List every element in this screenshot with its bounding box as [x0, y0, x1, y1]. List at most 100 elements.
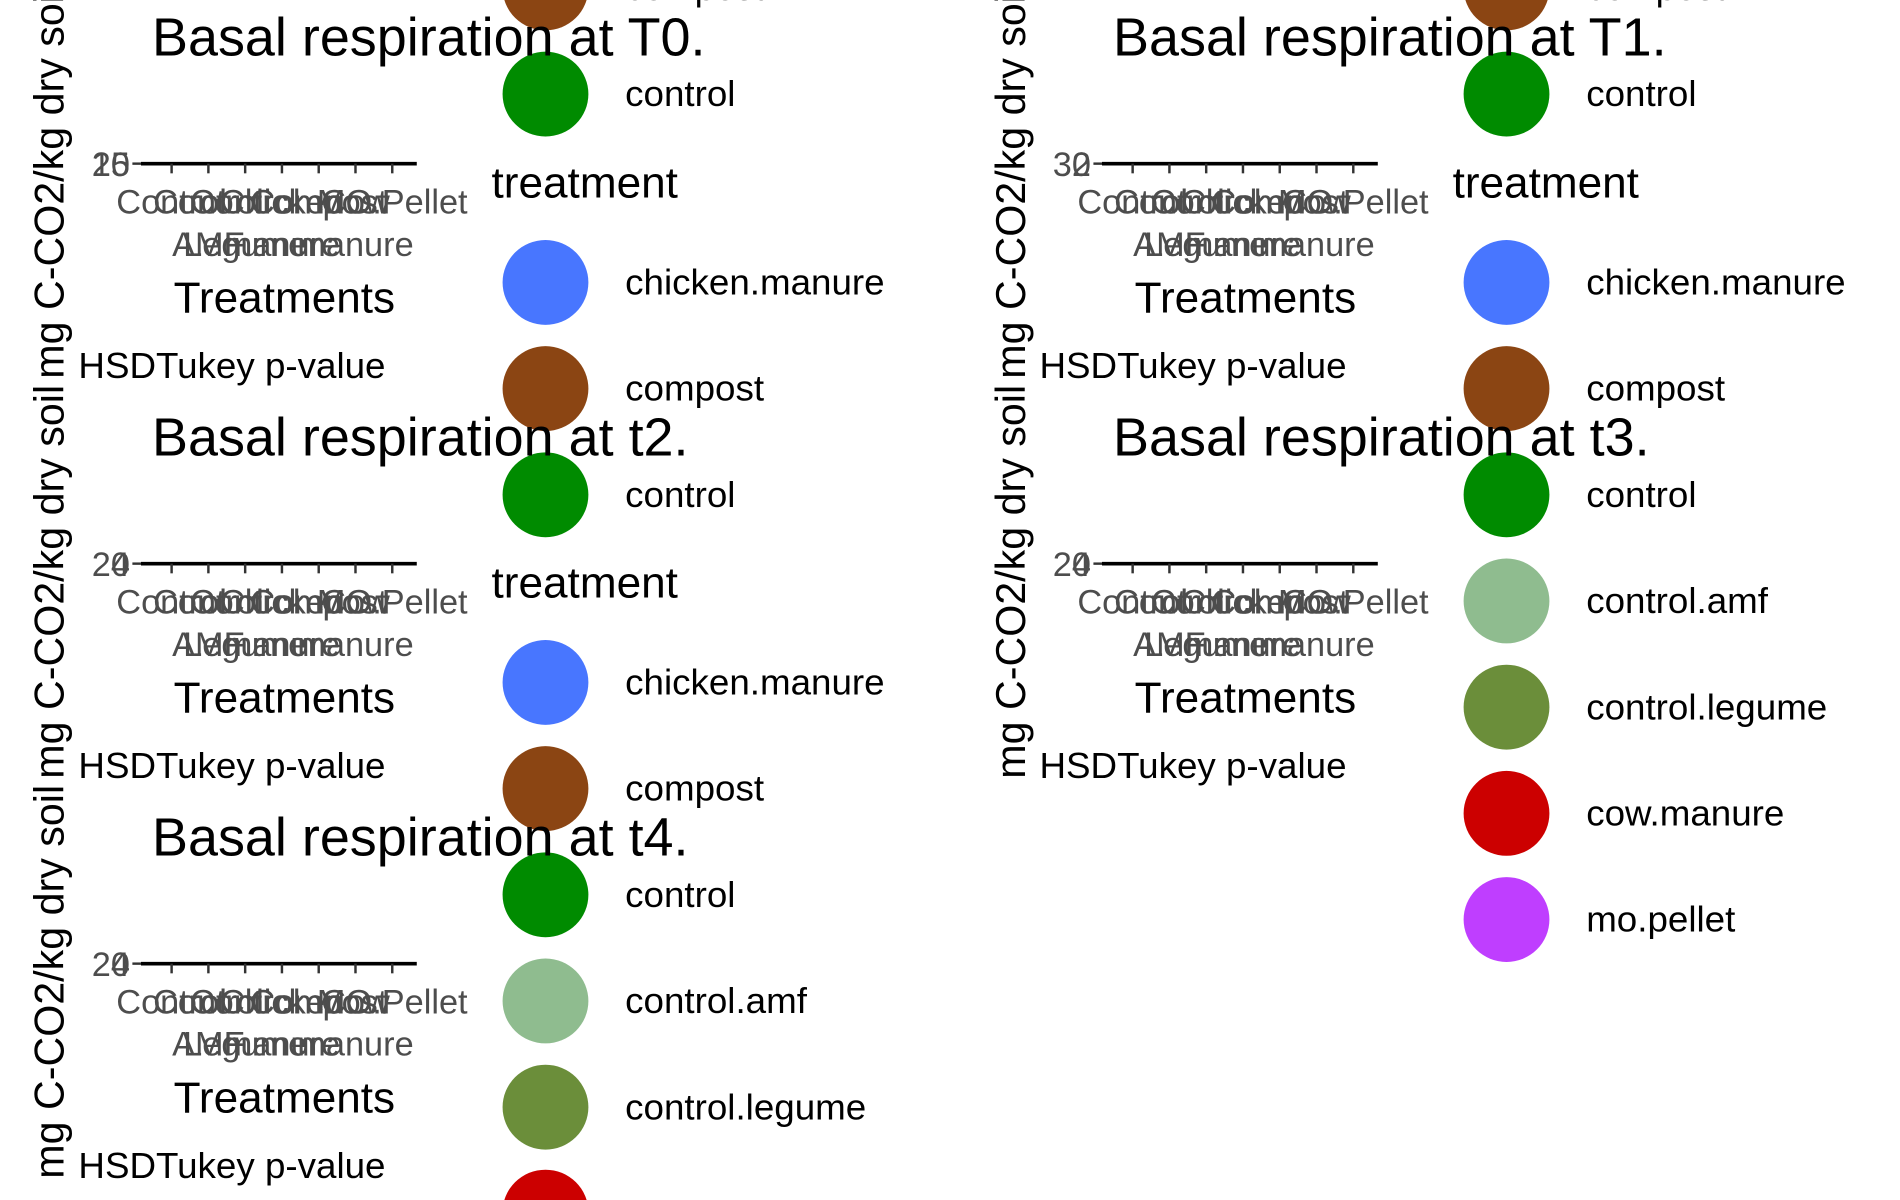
- x-tick-label: Cow: [321, 584, 390, 622]
- legend-label: chicken.manure: [1586, 262, 1845, 303]
- x-tick-label: Chicken: [220, 584, 344, 622]
- x-tick-label: AMF: [172, 626, 244, 664]
- x-tick-label: Compost: [250, 184, 388, 222]
- x-tick-label: Control: [190, 184, 301, 222]
- legend-label: chicken.manure: [625, 262, 884, 303]
- x-tick-label: Cow: [1282, 584, 1351, 622]
- legend-key: [504, 0, 587, 31]
- x-tick-label: Chicken: [1181, 584, 1305, 622]
- x-tick-label: AMF: [1133, 626, 1205, 664]
- legend-label: control.legume: [625, 1086, 866, 1127]
- legend-title: treatment: [1453, 159, 1639, 208]
- legend-label: control: [1586, 474, 1696, 515]
- x-tick-label: manure: [1258, 226, 1374, 264]
- panel-title: Basal respiration at t2.: [152, 408, 689, 468]
- caption: HSDTukey p-value: [78, 745, 385, 786]
- y-axis-label: mg C-CO2/kg dry soil: [987, 0, 1034, 379]
- x-tick-label: Legume: [1144, 626, 1268, 664]
- x-tick-label: manure: [1185, 626, 1301, 664]
- x-tick-label: MO.Pellet: [317, 184, 468, 222]
- y-tick-label: 4: [1072, 546, 1091, 584]
- x-tick-label: manure: [1258, 626, 1374, 664]
- x-tick-label: Control: [1114, 584, 1225, 622]
- x-tick-label: AMF: [172, 226, 244, 264]
- legend-key: [1463, 877, 1550, 962]
- caption: HSDTukey p-value: [78, 345, 385, 386]
- x-axis-label: Treatments: [174, 674, 395, 723]
- legend-key: [1463, 664, 1550, 750]
- legend-title: treatment: [492, 159, 678, 208]
- y-tick-label: 4: [111, 546, 130, 584]
- legend-label: compost: [625, 368, 764, 409]
- y-tick-label: 4: [111, 946, 130, 984]
- legend-label: compost: [1586, 368, 1725, 409]
- legend-label: compost: [625, 0, 764, 8]
- x-tick-label: manure: [1185, 226, 1301, 264]
- y-tick-label: 20: [92, 946, 130, 984]
- legend-title: treatment: [492, 559, 678, 608]
- x-tick-label: Control: [116, 184, 227, 222]
- x-tick-label: Control: [1114, 184, 1225, 222]
- x-tick-label: Control: [1077, 184, 1188, 222]
- x-tick-label: AMF: [172, 1026, 244, 1064]
- legend-key: [504, 1169, 587, 1200]
- legend-label: mo.pellet: [1586, 899, 1735, 940]
- legend-label: control: [625, 73, 735, 114]
- x-tick-label: Cow: [321, 184, 390, 222]
- legend-key: [1463, 558, 1550, 644]
- y-axis-label: mg C-CO2/kg dry soil: [26, 785, 73, 1179]
- x-tick-label: Compost: [250, 584, 388, 622]
- x-tick-label: Control: [153, 984, 264, 1022]
- x-tick-label: Legume: [1144, 226, 1268, 264]
- legend-key: [502, 346, 589, 432]
- x-tick-label: Control: [190, 984, 301, 1022]
- x-tick-label: manure: [224, 226, 340, 264]
- y-axis-label: mg C-CO2/kg dry soil: [987, 385, 1034, 779]
- x-tick-label: manure: [297, 626, 413, 664]
- y-tick-label: 30: [1053, 146, 1091, 184]
- x-tick-label: Chicken: [220, 184, 344, 222]
- legend-label: control.legume: [1586, 686, 1827, 727]
- legend-key: [502, 958, 589, 1044]
- legend-key: [502, 51, 589, 137]
- x-tick-label: Control: [153, 584, 264, 622]
- x-tick-label: AMF: [1133, 226, 1205, 264]
- x-tick-label: Control: [1151, 184, 1262, 222]
- x-tick-label: MO.Pellet: [317, 984, 468, 1022]
- legend-key: [1463, 240, 1550, 325]
- legend-key: [1465, 0, 1548, 31]
- legend-key: [1463, 770, 1550, 856]
- x-tick-label: MO.Pellet: [317, 584, 468, 622]
- y-tick-label: 20: [92, 546, 130, 584]
- legend-key: [502, 746, 589, 832]
- x-tick-label: Legume: [183, 626, 307, 664]
- x-tick-label: Control: [1151, 584, 1262, 622]
- x-tick-label: manure: [224, 1026, 340, 1064]
- x-axis-label: Treatments: [1135, 674, 1356, 723]
- x-tick-label: Control: [116, 984, 227, 1022]
- panel-title: Basal respiration at T0.: [152, 8, 706, 68]
- panel-title: Basal respiration at t3.: [1113, 408, 1650, 468]
- y-tick-label: 15: [92, 146, 130, 184]
- legend-label: compost: [625, 768, 764, 809]
- legend-label: control: [625, 474, 735, 515]
- x-tick-label: Control: [1077, 584, 1188, 622]
- legend-key: [502, 452, 589, 538]
- x-tick-label: Compost: [1211, 184, 1349, 222]
- x-axis-label: Treatments: [1135, 274, 1356, 323]
- y-tick-label: 20: [1053, 546, 1091, 584]
- x-tick-label: Legume: [183, 1026, 307, 1064]
- x-tick-label: Chicken: [1181, 184, 1305, 222]
- caption: HSDTukey p-value: [1039, 345, 1346, 386]
- x-tick-label: manure: [224, 626, 340, 664]
- caption: HSDTukey p-value: [78, 1145, 385, 1186]
- legend-key: [1463, 51, 1550, 137]
- x-tick-label: Chicken: [220, 984, 344, 1022]
- legend-label: control.amf: [1586, 580, 1769, 621]
- x-tick-label: Cow: [1282, 184, 1351, 222]
- x-tick-label: Compost: [250, 984, 388, 1022]
- legend-key: [502, 852, 589, 938]
- x-tick-label: manure: [297, 1026, 413, 1064]
- x-tick-label: Control: [190, 584, 301, 622]
